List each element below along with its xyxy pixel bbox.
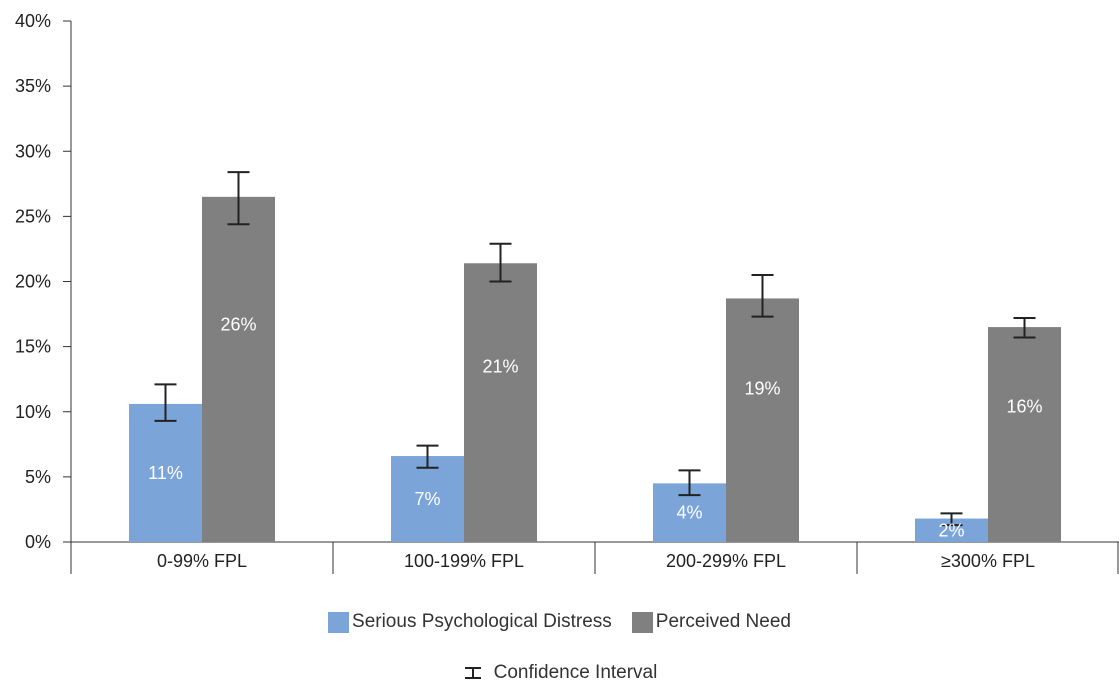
bars <box>129 196 1061 542</box>
legend-item-series-2: Perceived Need <box>631 611 791 633</box>
legend-item-ci: Confidence Interval <box>462 662 658 684</box>
bar-value-label: 11% <box>148 463 183 483</box>
legend-label-distress: Serious Psychological Distress <box>352 611 612 632</box>
y-tick-label: 0% <box>25 532 51 552</box>
bar-value-label: 2% <box>938 520 964 540</box>
bar-distress <box>129 403 202 542</box>
bar-distress <box>915 518 988 542</box>
bar-distress <box>391 456 464 542</box>
ci-legend: Confidence Interval <box>0 662 1119 684</box>
y-tick-label: 20% <box>15 272 51 292</box>
legend-item-series-1: Serious Psychological Distress <box>328 611 612 633</box>
category-label: 200-299% FPL <box>666 551 786 571</box>
confidence-interval-icon <box>464 667 481 679</box>
legend-swatch-need <box>631 611 653 633</box>
bar-labels: 11% 26% 7% 21% 4% 19% 2% 16% <box>148 315 1042 541</box>
bar-value-label: 26% <box>220 315 256 335</box>
y-tick-label: 25% <box>15 206 51 226</box>
bar-value-label: 21% <box>482 356 518 376</box>
y-tick-label: 30% <box>15 141 51 161</box>
category-label: ≥300% FPL <box>941 551 1035 571</box>
bar-need <box>464 263 537 542</box>
y-axis: 0% 5% 10% 15% 20% 25% 30% 35% 40% <box>15 11 72 552</box>
legend-label-need: Perceived Need <box>655 611 791 632</box>
y-tick-label: 10% <box>15 402 51 422</box>
category-label: 0-99% FPL <box>157 551 247 571</box>
chart: 0% 5% 10% 15% 20% 25% 30% 35% 40% 0-99% FPL 100-1… <box>15 11 1119 574</box>
legend-label-ci: Confidence Interval <box>493 662 658 683</box>
y-tick-label: 40% <box>15 11 51 31</box>
x-axis: 0-99% FPL 100-199% FPL 200-299% FPL ≥300% F… <box>70 541 1119 574</box>
y-tick-label: 35% <box>15 76 51 96</box>
legend: Serious Psychological Distress Perceived… <box>0 611 1119 633</box>
bar-value-label: 19% <box>744 379 780 399</box>
bar-value-label: 4% <box>676 503 702 523</box>
category-label: 100-199% FPL <box>404 551 524 571</box>
bar-value-label: 7% <box>414 489 440 509</box>
bar-need <box>726 298 799 542</box>
error-bars <box>154 171 1036 527</box>
y-tick-label: 5% <box>25 467 51 487</box>
bar-need <box>988 327 1061 542</box>
legend-swatch-distress <box>328 611 350 633</box>
bar-need <box>202 196 275 542</box>
y-tick-label: 15% <box>15 337 51 357</box>
bar-value-label: 16% <box>1006 397 1042 417</box>
